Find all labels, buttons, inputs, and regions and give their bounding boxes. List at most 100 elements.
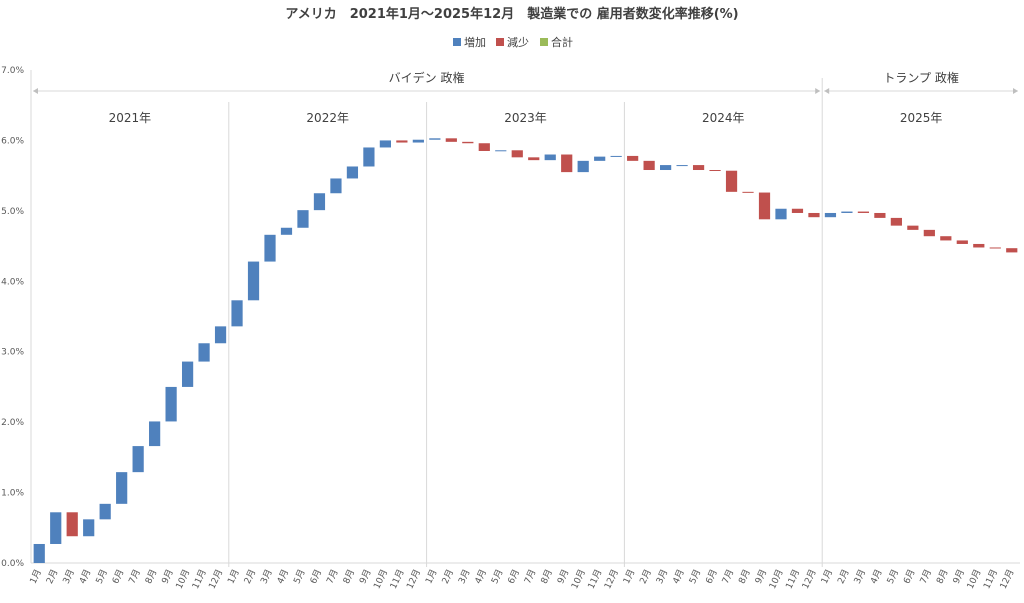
- x-tick-label: 12月: [998, 568, 1017, 591]
- legend-swatch-increase: [453, 38, 461, 46]
- x-tick-label: 3月: [456, 568, 472, 586]
- waterfall-bar: [214, 326, 227, 344]
- x-tick-label: 1月: [28, 568, 44, 586]
- x-tick-label: 12月: [207, 568, 226, 591]
- y-tick-label: 7.0%: [1, 66, 24, 76]
- x-tick-label: 3月: [852, 568, 868, 586]
- waterfall-bar: [346, 166, 359, 179]
- waterfall-bar: [396, 140, 408, 143]
- x-tick-label: 4月: [868, 568, 884, 586]
- x-tick-label: 4月: [77, 568, 93, 586]
- waterfall-bar: [643, 160, 655, 171]
- waterfall-bar: [313, 193, 326, 211]
- x-tick-label: 2月: [440, 568, 456, 586]
- waterfall-bar: [132, 446, 144, 473]
- y-tick-label: 5.0%: [1, 207, 24, 217]
- x-tick-label: 4月: [671, 568, 687, 586]
- era-label: バイデン 政権: [389, 70, 465, 85]
- x-tick-label: 7月: [918, 568, 934, 586]
- waterfall-bar: [973, 243, 985, 248]
- waterfall-bar: [247, 261, 260, 301]
- waterfall-bar: [495, 150, 507, 152]
- x-tick-label: 9月: [357, 568, 373, 586]
- waterfall-bar: [742, 191, 754, 193]
- x-tick-label: 11月: [190, 568, 209, 591]
- x-tick-label: 9月: [555, 568, 571, 586]
- waterfall-bar: [379, 140, 391, 148]
- x-tick-label: 12月: [602, 568, 621, 591]
- era-arrow-right-icon: [815, 88, 821, 94]
- x-tick-label: 7月: [720, 568, 736, 586]
- waterfall-bar: [544, 154, 556, 161]
- waterfall-bar: [462, 141, 474, 144]
- waterfall-bar: [808, 212, 820, 218]
- x-tick-label: 11月: [784, 568, 803, 591]
- waterfall-bar: [149, 421, 161, 447]
- y-tick-label: 0.0%: [1, 559, 24, 569]
- x-tick-label: 4月: [473, 568, 489, 586]
- waterfall-bar: [429, 138, 441, 140]
- x-tick-label: 3月: [61, 568, 77, 586]
- waterfall-bar: [561, 154, 573, 173]
- waterfall-bar: [956, 240, 968, 244]
- waterfall-bar: [50, 512, 62, 544]
- x-tick-label: 12月: [404, 568, 423, 591]
- y-tick-label: 2.0%: [1, 418, 24, 428]
- plot-area: 0.0% 1.0% 2.0% 3.0% 4.0% 5.0% 6.0% 7.0% 2021年 202…: [1, 66, 1020, 591]
- legend-label-decrease: 減少: [507, 35, 529, 49]
- era-arrow-left-icon: [33, 88, 38, 94]
- waterfall-bar: [989, 247, 1001, 249]
- waterfall-bar: [412, 139, 424, 143]
- waterfall-bar: [610, 155, 622, 157]
- x-tick-label: 10月: [767, 568, 786, 591]
- era-label: トランプ 政権: [883, 70, 958, 85]
- waterfall-bar: [676, 165, 688, 167]
- x-tick-label: 1月: [621, 568, 637, 586]
- year-label: 2025年: [900, 111, 943, 125]
- waterfall-bar: [297, 210, 309, 228]
- waterfall-bar: [940, 236, 952, 241]
- x-tick-label: 5月: [885, 568, 901, 586]
- x-tick-label: 3月: [259, 568, 275, 586]
- waterfall-bar: [528, 157, 540, 161]
- x-tick-label: 1月: [423, 568, 439, 586]
- waterfall-bar: [264, 234, 276, 262]
- x-tick-label: 9月: [160, 568, 176, 586]
- waterfall-bar: [66, 512, 78, 537]
- waterfall-bar: [627, 155, 639, 161]
- x-tick-label: 10月: [371, 568, 390, 591]
- x-tick-label: 2月: [835, 568, 851, 586]
- waterfall-bar: [1006, 248, 1018, 253]
- era-arrow-left-icon: [824, 88, 830, 94]
- waterfall-bar: [725, 170, 738, 192]
- waterfall-bar: [577, 160, 589, 173]
- waterfall-bar: [280, 227, 293, 235]
- x-tick-label: 5月: [489, 568, 505, 586]
- waterfall-bar: [874, 212, 886, 218]
- waterfall-bar: [33, 543, 45, 563]
- waterfall-bar: [231, 300, 243, 327]
- x-tick-label: 12月: [800, 568, 819, 591]
- x-tick-label: 9月: [951, 568, 967, 586]
- waterfall-bar: [181, 361, 194, 387]
- year-label: 2023年: [504, 111, 547, 125]
- x-tick-label: 1月: [819, 568, 835, 586]
- waterfall-bar: [775, 208, 787, 220]
- chart-title: アメリカ 2021年1月～2025年12月 製造業での 雇用者数変化率推移(%): [285, 6, 738, 22]
- legend-label-total: 合計: [551, 35, 573, 49]
- x-tick-label: 8月: [737, 568, 753, 586]
- x-tick-label: 7月: [324, 568, 340, 586]
- x-tick-label: 6月: [901, 568, 917, 586]
- x-tick-label: 6月: [308, 568, 324, 586]
- x-tick-label: 8月: [934, 568, 950, 586]
- waterfall-bar: [709, 170, 721, 172]
- x-tick-label: 4月: [275, 568, 291, 586]
- waterfall-bar: [99, 503, 111, 520]
- waterfall-bar: [923, 229, 935, 237]
- waterfall-bar: [511, 150, 523, 158]
- x-tick-label: 5月: [291, 568, 307, 586]
- waterfall-bar: [791, 208, 804, 213]
- x-tick-label: 2月: [44, 568, 60, 586]
- y-tick-label: 4.0%: [1, 277, 24, 287]
- x-tick-label: 5月: [687, 568, 703, 586]
